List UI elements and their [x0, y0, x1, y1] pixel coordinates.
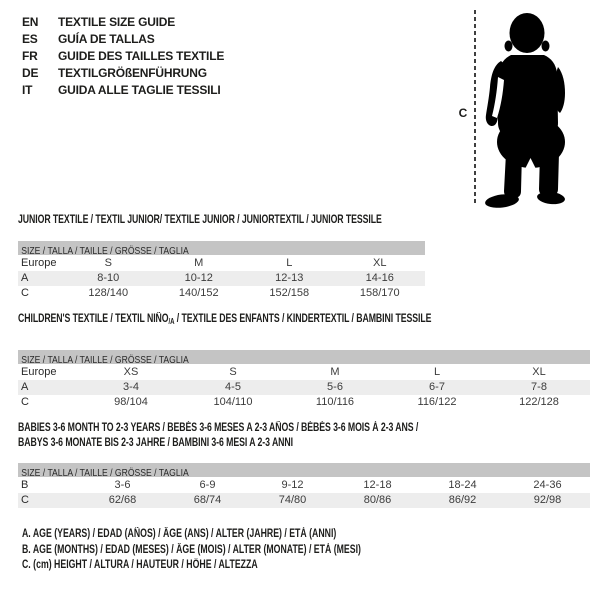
cell: 110/116: [315, 396, 355, 408]
cell: 4-5: [225, 381, 241, 393]
babies-textile-section: BABIES 3-6 MONTH TO 2-3 YEARS / BEBÉS 3-…: [18, 421, 590, 508]
babies-table-title-line1: BABIES 3-6 MONTH TO 2-3 YEARS / BEBÉS 3-…: [18, 422, 419, 434]
language-label: TEXTILE SIZE GUIDE: [58, 14, 176, 29]
cell: S: [104, 257, 112, 269]
language-code: IT: [22, 82, 33, 97]
table-row: C 128/140 140/152 152/158 158/170: [18, 286, 425, 301]
row-label: Europe: [21, 366, 57, 378]
title-subscript: /A: [168, 317, 175, 326]
language-row-es: ES GUÍA DE TALLAS: [22, 30, 224, 47]
size-header-bar: SIZE / TALLA / TAILLE / GRÖSSE / TAGLIA: [18, 241, 425, 257]
table-row: Europe S M L XL: [18, 256, 425, 271]
cell: 158/170: [359, 287, 400, 299]
row-label: C: [21, 494, 29, 506]
cell: XS: [123, 366, 139, 378]
legend-line-b: B. AGE (MONTHS) / EDAD (MESES) / ÂGE (MO…: [22, 543, 361, 556]
language-list: EN TEXTILE SIZE GUIDE ES GUÍA DE TALLAS …: [22, 13, 224, 98]
babies-table-title-line2: BABYS 3-6 MONATE BIS 2-3 JAHRE / BAMBINI…: [18, 437, 294, 449]
cell: 6-7: [429, 381, 445, 393]
table-row: B 3-6 6-9 9-12 12-18 18-24 24-36: [18, 478, 590, 493]
cell: 116/122: [417, 396, 457, 408]
row-label: A: [21, 381, 29, 393]
table-row: C 98/104 104/110 110/116 116/122 122/128: [18, 395, 590, 410]
cell: XL: [373, 257, 387, 269]
cell: L: [286, 257, 293, 269]
cell: 24-36: [533, 479, 562, 491]
junior-table-title: JUNIOR TEXTILE / TEXTIL JUNIOR/ TEXTILE …: [18, 214, 382, 226]
cell: 9-12: [281, 479, 304, 491]
cell: 18-24: [448, 479, 477, 491]
language-label: GUIDA ALLE TAGLIE TESSILI: [58, 82, 221, 97]
cell: XL: [532, 366, 546, 378]
measurement-legend: A. AGE (YEARS) / EDAD (AÑOS) / ÂGE (ANS)…: [22, 527, 468, 574]
table-row: C 62/68 68/74 74/80 80/86 86/92 92/98: [18, 493, 590, 508]
language-row-fr: FR GUIDE DES TAILLES TEXTILE: [22, 47, 224, 64]
size-header-bar: SIZE / TALLA / TAILLE / GRÖSSE / TAGLIA: [18, 463, 590, 479]
language-label: GUÍA DE TALLAS: [58, 31, 155, 46]
language-label: TEXTILGRÖßENFÜHRUNG: [58, 65, 207, 80]
cell: 14-16: [365, 272, 394, 284]
cell: 122/128: [519, 396, 559, 408]
cell: 92/98: [533, 494, 562, 506]
cell: 12-18: [363, 479, 392, 491]
row-label: C: [21, 287, 29, 299]
cell: 62/68: [108, 494, 137, 506]
language-row-de: DE TEXTILGRÖßENFÜHRUNG: [22, 64, 224, 81]
language-code: EN: [22, 14, 39, 29]
height-measure-label: C: [458, 106, 468, 120]
row-label: B: [21, 479, 29, 491]
table-row: A 8-10 10-12 12-13 14-16: [18, 271, 425, 286]
language-code: DE: [22, 65, 39, 80]
table-row: Europe XS S M L XL: [18, 365, 590, 380]
legend-line-c: C. (cm) HEIGHT / ALTURA / HAUTEUR / HÖHE…: [22, 559, 258, 571]
language-row-en: EN TEXTILE SIZE GUIDE: [22, 13, 224, 30]
language-label: GUIDE DES TAILLES TEXTILE: [58, 48, 225, 63]
language-row-it: IT GUIDA ALLE TAGLIE TESSILI: [22, 81, 224, 98]
row-label: C: [21, 396, 29, 408]
cell: 3-4: [123, 381, 139, 393]
title-text: / TEXTILE DES ENFANTS / KINDERTEXTIL / B…: [174, 313, 432, 325]
childrens-table: SIZE / TALLA / TAILLE / GRÖSSE / TAGLIA …: [18, 350, 590, 410]
cell: 5-6: [327, 381, 343, 393]
cell: S: [229, 366, 237, 378]
size-header-text: SIZE / TALLA / TAILLE / GRÖSSE / TAGLIA: [21, 354, 189, 366]
legend-line-a: A. AGE (YEARS) / EDAD (AÑOS) / ÂGE (ANS)…: [22, 528, 337, 540]
table-row: A 3-4 4-5 5-6 6-7 7-8: [18, 380, 590, 395]
cell: 80/86: [363, 494, 392, 506]
cell: 140/152: [178, 287, 219, 299]
cell: 12-13: [275, 272, 304, 284]
cell: M: [330, 366, 340, 378]
junior-textile-section: JUNIOR TEXTILE / TEXTIL JUNIOR/ TEXTILE …: [18, 213, 425, 301]
cell: M: [194, 257, 204, 269]
baby-silhouette-image: [485, 13, 565, 208]
cell: 3-6: [114, 479, 131, 491]
size-header-text: SIZE / TALLA / TAILLE / GRÖSSE / TAGLIA: [21, 245, 189, 257]
babies-table: SIZE / TALLA / TAILLE / GRÖSSE / TAGLIA …: [18, 463, 590, 508]
cell: 98/104: [114, 396, 148, 408]
cell: 10-12: [184, 272, 213, 284]
cell: 8-10: [97, 272, 120, 284]
childrens-textile-section: CHILDREN'S TEXTILE / TEXTIL NIÑO/A / TEX…: [18, 312, 590, 410]
language-code: ES: [22, 31, 38, 46]
cell: 128/140: [88, 287, 129, 299]
row-label: A: [21, 272, 29, 284]
size-header-bar: SIZE / TALLA / TAILLE / GRÖSSE / TAGLIA: [18, 350, 590, 366]
cell: 74/80: [278, 494, 307, 506]
size-header-text: SIZE / TALLA / TAILLE / GRÖSSE / TAGLIA: [21, 467, 189, 479]
childrens-table-title: CHILDREN'S TEXTILE / TEXTIL NIÑO/A / TEX…: [18, 312, 453, 329]
height-measure-dashed-line: [474, 10, 476, 205]
cell: 68/74: [193, 494, 222, 506]
cell: 7-8: [531, 381, 547, 393]
title-text: CHILDREN'S TEXTILE / TEXTIL NIÑO: [18, 313, 169, 325]
cell: 104/110: [213, 396, 253, 408]
language-code: FR: [22, 48, 38, 63]
cell: 86/92: [448, 494, 477, 506]
cell: L: [433, 366, 441, 378]
junior-table: SIZE / TALLA / TAILLE / GRÖSSE / TAGLIA …: [18, 241, 425, 301]
cell: 152/158: [269, 287, 310, 299]
cell: 6-9: [199, 479, 216, 491]
row-label: Europe: [21, 257, 57, 269]
